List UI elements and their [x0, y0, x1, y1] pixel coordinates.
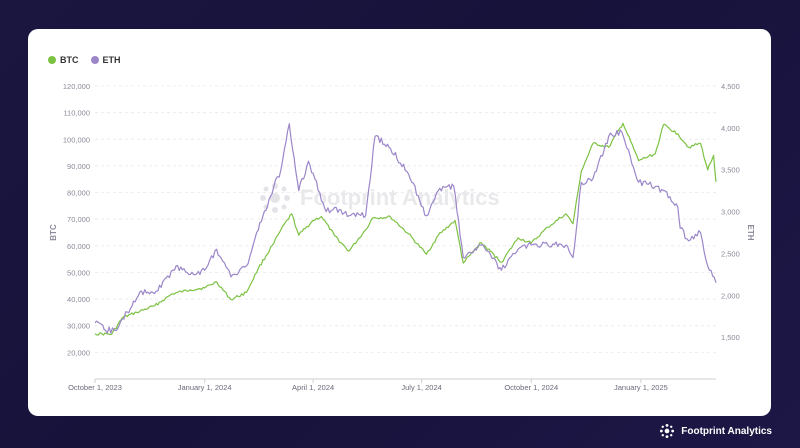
chart-legend: BTC ETH: [48, 55, 121, 65]
legend-label-eth: ETH: [102, 55, 121, 65]
legend-label-btc: BTC: [60, 55, 79, 65]
y-tick-right: 2,000: [721, 291, 740, 300]
series-line-eth[interactable]: [94, 123, 717, 334]
y-tick-left: 120,000: [63, 82, 90, 91]
series-layer: [94, 122, 717, 336]
legend-dot-eth: [90, 56, 99, 64]
y-tick-left: 30,000: [67, 322, 90, 331]
chart-card: BTC ETH Footprint Analytics 20,000 30,000…: [28, 29, 771, 416]
x-tick-label: January 1, 2024: [178, 383, 232, 392]
legend-item-eth[interactable]: ETH: [90, 55, 121, 65]
right-axis-ticks: 1,500 2,000 2,500 3,000 3,500 4,000 4,500: [721, 82, 740, 342]
y-tick-right: 1,500: [721, 333, 740, 342]
y-tick-left: 90,000: [67, 162, 90, 171]
line-chart: 20,000 30,000 40,000 50,000 60,000 70,000 80,0…: [49, 82, 755, 392]
series-line-btc[interactable]: [94, 122, 717, 336]
x-tick-label: July 1, 2024: [401, 383, 441, 392]
y-tick-left: 40,000: [67, 295, 90, 304]
x-axis-ticks: October 1, 2023 January 1, 2024 April 1, 2…: [68, 379, 668, 392]
legend-item-btc[interactable]: BTC: [48, 55, 79, 65]
y-tick-left: 80,000: [67, 189, 90, 198]
y-tick-left: 20,000: [67, 348, 90, 357]
y-tick-right: 4,500: [721, 82, 740, 91]
brand: Footprint Analytics: [659, 423, 772, 439]
y-tick-right: 3,500: [721, 166, 740, 175]
x-tick-label: October 1, 2023: [68, 383, 122, 392]
y-tick-left: 50,000: [67, 268, 90, 277]
y-tick-right: 2,500: [721, 249, 740, 258]
y-tick-left: 70,000: [67, 215, 90, 224]
y-tick-left: 110,000: [63, 109, 90, 118]
x-tick-label: January 1, 2025: [614, 383, 668, 392]
y-tick-right: 3,000: [721, 208, 740, 217]
brand-logo-icon: [660, 423, 675, 439]
y-tick-left: 60,000: [67, 242, 90, 251]
y-tick-left: 100,000: [63, 135, 90, 144]
y-axis-label-right: ETH: [746, 225, 755, 241]
x-tick-label: October 1, 2024: [504, 383, 558, 392]
brand-name: Footprint Analytics: [681, 425, 772, 437]
legend-dot-btc: [48, 56, 56, 64]
left-axis-ticks: 20,000 30,000 40,000 50,000 60,000 70,000 80,0…: [63, 82, 90, 357]
x-tick-label: April 1, 2024: [292, 383, 334, 392]
y-axis-label-left: BTC: [49, 224, 58, 241]
y-tick-right: 4,000: [721, 124, 740, 133]
grid-lines: [95, 85, 716, 353]
